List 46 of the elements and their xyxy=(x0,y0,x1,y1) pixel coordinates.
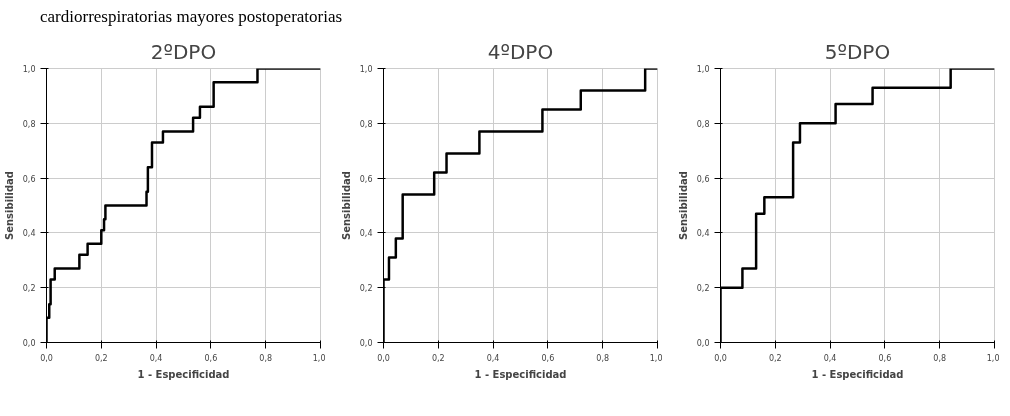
y-axis-title: Sensibilidad xyxy=(3,170,15,240)
y-tick-label: 0,8 xyxy=(696,119,710,129)
x-axis-title: 1 - Especificidad xyxy=(137,368,230,380)
y-tick-label: 0,4 xyxy=(22,229,36,239)
y-tick-label: 0,6 xyxy=(22,174,36,184)
x-tick-label: 1,0 xyxy=(312,353,326,363)
y-tick-label: 1,0 xyxy=(359,65,373,74)
x-axis-title: 1 - Especificidad xyxy=(811,368,904,380)
y-tick-label: 0,0 xyxy=(22,339,36,348)
y-tick-label: 0,4 xyxy=(359,229,373,239)
y-tick-label: 0,2 xyxy=(22,284,36,294)
x-tick-label: 1,0 xyxy=(986,353,1000,363)
x-tick-label: 0,4 xyxy=(149,353,163,363)
chart-title: 4ºDPO xyxy=(487,39,554,64)
x-tick-label: 0,4 xyxy=(486,353,500,363)
x-tick-label: 0,6 xyxy=(204,353,218,363)
y-tick-label: 0,8 xyxy=(359,119,373,129)
y-tick-label: 1,0 xyxy=(696,65,710,74)
chart-title: 2ºDPO xyxy=(150,39,217,64)
x-tick-label: 0,6 xyxy=(541,353,555,363)
x-tick-label: 0,2 xyxy=(431,353,445,363)
y-tick-label: 0,4 xyxy=(696,229,710,239)
chart-title: 5ºDPO xyxy=(824,39,891,64)
y-tick-label: 0,8 xyxy=(22,119,36,129)
y-tick-label: 1,0 xyxy=(22,65,36,74)
x-tick-label: 0,0 xyxy=(377,353,390,363)
y-tick-label: 0,6 xyxy=(696,174,710,184)
x-tick-label: 0,2 xyxy=(768,353,782,363)
x-tick-label: 0,8 xyxy=(259,353,273,363)
x-tick-label: 0,4 xyxy=(823,353,837,363)
x-tick-label: 0,8 xyxy=(596,353,610,363)
x-tick-label: 0,6 xyxy=(878,353,892,363)
x-tick-label: 0,0 xyxy=(714,353,727,363)
y-tick-label: 0,2 xyxy=(359,284,373,294)
y-tick-label: 0,0 xyxy=(696,339,710,348)
text: cardiorrespiratorias mayores postoperatorias xyxy=(40,6,343,28)
y-tick-label: 0,0 xyxy=(359,339,373,348)
x-tick-label: 0,2 xyxy=(94,353,108,363)
x-tick-label: 1,0 xyxy=(649,353,663,363)
y-tick-label: 0,6 xyxy=(359,174,373,184)
y-axis-title: Sensibilidad xyxy=(677,170,689,240)
x-axis-title: 1 - Especificidad xyxy=(474,368,567,380)
y-tick-label: 0,2 xyxy=(696,284,710,294)
y-axis-title: Sensibilidad xyxy=(340,170,352,240)
x-tick-label: 0,8 xyxy=(933,353,947,363)
x-tick-label: 0,0 xyxy=(40,353,53,363)
